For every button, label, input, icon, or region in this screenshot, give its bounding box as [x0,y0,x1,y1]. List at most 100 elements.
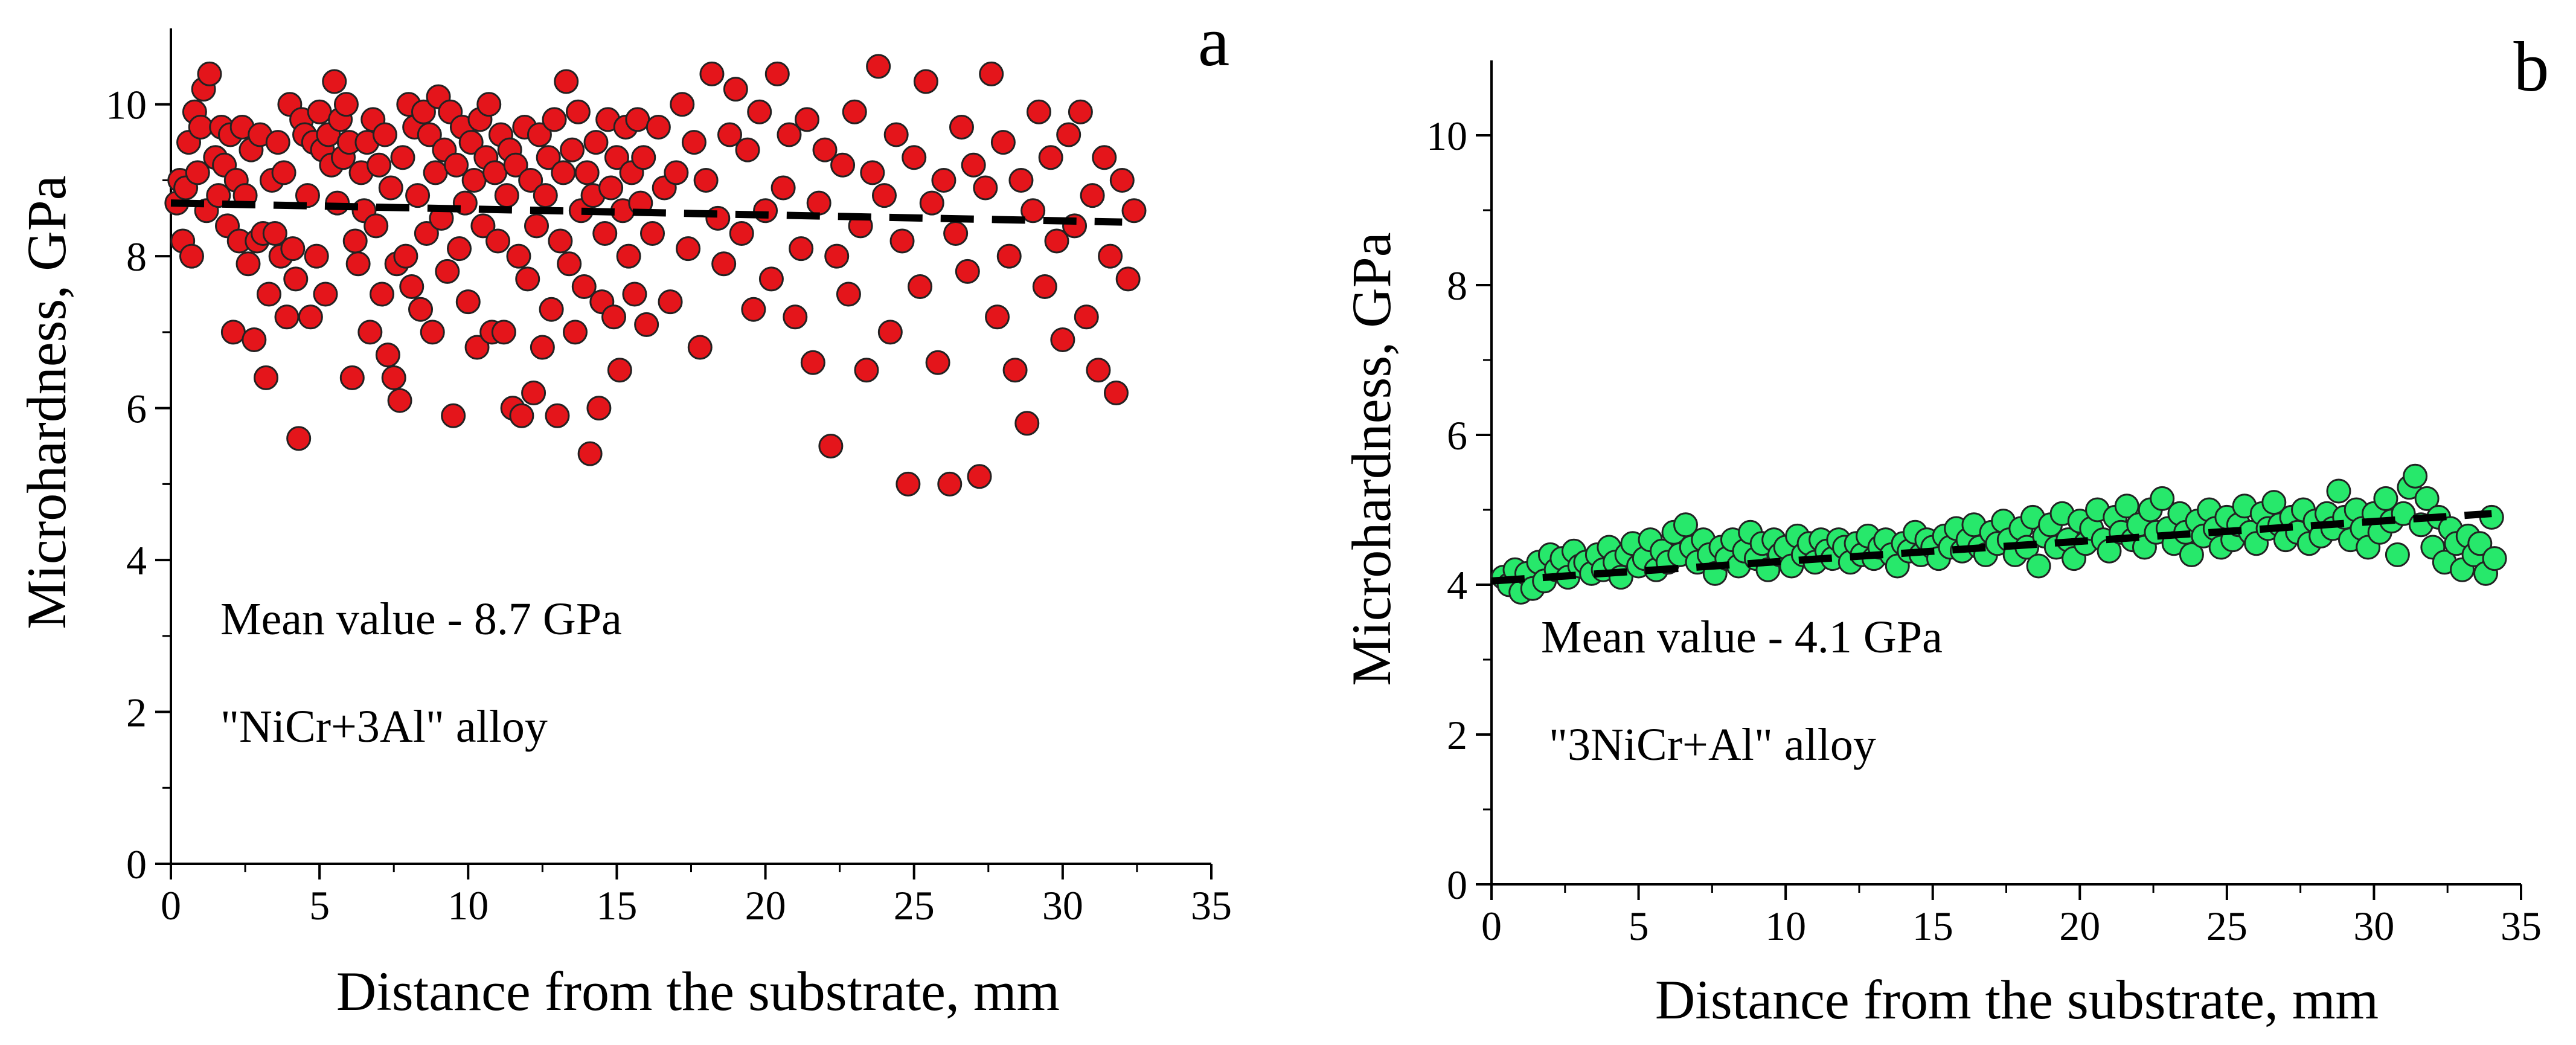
panel-a-data-point [503,152,528,178]
panel-a-data-point [949,114,974,140]
panel-a-data-point [818,434,844,458]
panel-a-data-point [271,160,296,185]
panel-a-data-point [548,228,573,254]
panel-b-data-point [2150,486,2175,511]
panel-a-data-point [372,122,397,147]
panel-a-data-point [485,228,511,254]
panel-a-y-tick-label: 4 [126,538,147,584]
panel-a-data-point [741,297,766,322]
panel-a-data-point [254,365,279,390]
panel-a-data-point [521,380,546,405]
panel-a-data-point [444,152,469,178]
panel-a-data-point [476,92,502,117]
panel-a-data-point [1068,99,1093,124]
panel-b-x-tick-label: 20 [2059,903,2100,949]
panel-b-y-tick-label: 0 [1447,862,1467,908]
panel-a-data-point [908,274,933,299]
panel-a-data-point [634,312,659,337]
panel-a-x-tick-label: 15 [596,883,637,928]
panel-a-data-point [789,236,814,262]
panel-a-data-point [322,69,347,94]
panel-a-data-point [800,350,825,375]
panel-a-data-point [242,327,267,352]
panel-b-data-point [2179,542,2204,567]
panel-a-data-point [393,243,418,269]
panel-a-alloy-annotation: "NiCr+3Al" alloy [220,701,548,752]
panel-a-data-point [919,190,944,216]
panel-a-data-point [764,61,790,86]
panel-a-data-point [283,266,309,292]
panel-b-y-tick-label: 10 [1426,113,1467,159]
panel-a-mean-annotation: Mean value - 8.7 GPa [220,594,622,645]
panel-a-data-point [298,304,323,330]
panel-a-data-point [699,61,725,86]
panel-a-data-point [313,281,338,307]
panel-a-data-point [967,464,992,489]
panel-a-data-point [411,99,436,124]
panel-a-data-point [961,152,986,178]
panel-a-data-point [447,236,472,262]
panel-a-data-point [631,145,656,170]
panel-b-alloy-annotation: "3NiCr+Al" alloy [1549,719,1876,770]
panel-b-mean-annotation: Mean value - 4.1 GPa [1541,612,1943,663]
panel-b-data-point [2114,494,2139,519]
panel-a-data-point [723,77,748,102]
panel-b-axes [1476,60,2522,900]
panel-a-data-point [571,274,597,299]
panel-a-data-point [185,160,210,185]
panel-a-data-point [1002,358,1028,383]
panel-a-data-point [681,130,706,155]
panel-a-data-point [616,243,641,269]
panel-a-data-point [1032,274,1057,299]
panel-a-data-point [527,122,552,147]
panel-a-y-axis-title: Microhardness, GPa [16,175,77,629]
panel-a-data-point [1044,228,1069,254]
panel-b-data-point [2261,490,2287,515]
panel-b-y-tick-label: 2 [1447,712,1467,758]
panel-a-data-point [390,145,415,170]
panel-a-data-point [866,54,891,79]
panel-a-data-point [1038,145,1063,170]
panel-a-letter: a [1198,2,1229,81]
panel-a-data-point [554,69,579,94]
panel-a-data-point [676,236,701,262]
panel-a-data-point [640,220,665,246]
panel-a-axes [155,28,1213,879]
panel-a-data-point [506,243,531,269]
panel-a-data-point [877,320,903,345]
panel-b-data-point [2482,546,2507,571]
panel-a-data-point [931,167,956,193]
panel-a-data-point [577,441,603,466]
panel-a-data-point [896,471,921,497]
panel-b-data-point [1673,512,1699,538]
panel-a-x-tick-label: 5 [309,883,330,928]
panel-a-data-point [854,358,879,383]
panel-a-data-point [794,107,819,132]
panel-a-data-point [658,289,683,315]
panel-a-data-point [604,145,629,170]
panel-a-x-tick-label: 30 [1042,883,1083,928]
panel-a-data-point [842,99,867,124]
panel-a-data-point [339,365,365,390]
panel-a-data-point [530,335,555,360]
panel-a-data-point [1020,198,1046,223]
panel-a-data-point [560,137,585,162]
panel-a-y-tick-label: 0 [126,841,147,887]
panel-b-data-point [2403,463,2428,489]
panel-a-data-point [545,403,570,428]
panel-a-data-point [375,342,400,368]
panel-a-data-point [758,266,784,292]
panel-a-data-point [871,183,897,208]
panel-a-data-point [583,130,609,155]
panel-a-data-point [598,175,624,201]
panel-a-data-point [458,130,484,155]
panel-a-data-point [405,183,431,208]
panel-a-data-point [435,259,460,284]
panel-a-data-point [925,350,950,375]
panel-a-data-point [996,243,1022,269]
panel-a-x-axis-title: Distance from the substrate, mm [336,960,1060,1022]
panel-a-data-point [536,145,561,170]
panel-b-x-tick-label: 0 [1481,903,1502,949]
panel-a-data-point [913,69,938,94]
